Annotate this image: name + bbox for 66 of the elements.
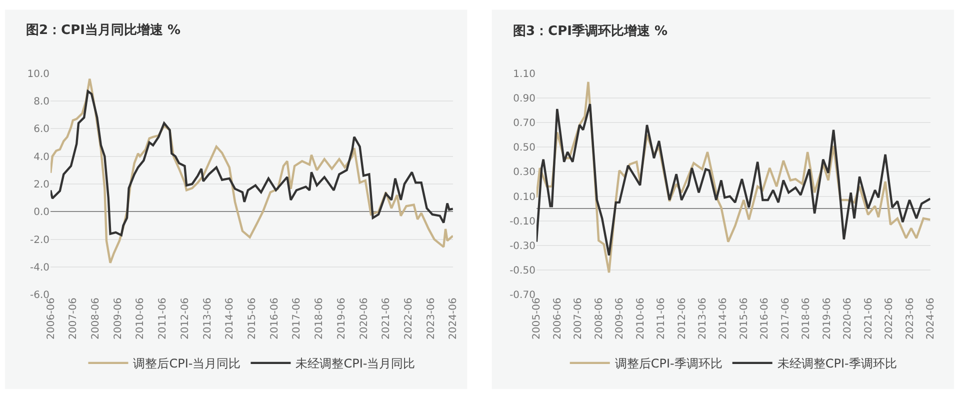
line-series xyxy=(536,80,930,274)
legend-label: 未经调整CPI-季调环比 xyxy=(777,356,897,371)
legend-label: 调整后CPI-季调环比 xyxy=(614,356,722,371)
x-tick-label: 2008-06 xyxy=(90,298,102,340)
x-tick-label: 2011-06 xyxy=(158,298,169,340)
x-tick-label: 2022-06 xyxy=(403,298,414,340)
x-tick-label: 2017-06 xyxy=(780,298,792,340)
x-tick-label: 2007-06 xyxy=(68,298,80,340)
x-tick-label: 2013-06 xyxy=(202,298,214,340)
x-tick-label: 2014-06 xyxy=(224,298,236,340)
line-series xyxy=(50,90,453,236)
y-tick-label: 0.10 xyxy=(513,192,536,203)
x-tick-label: 2021-06 xyxy=(381,298,392,340)
x-tick-label: 2021-06 xyxy=(863,298,874,340)
legend-label: 调整后CPI-当月同比 xyxy=(133,356,241,371)
y-tick-label: 0.70 xyxy=(513,118,536,129)
x-tick-label: 2019-06 xyxy=(822,298,833,340)
y-tick-label: 0.90 xyxy=(513,93,536,104)
x-tick-label: 2024-06 xyxy=(926,298,937,340)
line-series xyxy=(50,78,453,264)
y-tick-label: 0.30 xyxy=(513,167,536,178)
legend-label: 未经调整CPI-当月同比 xyxy=(296,356,416,371)
x-tick-label: 2009-06 xyxy=(112,298,124,340)
x-tick-label: 2018-06 xyxy=(314,298,326,340)
y-tick-label: 0.50 xyxy=(513,142,536,154)
x-tick-label: 2013-06 xyxy=(698,298,709,340)
x-tick-label: 2023-06 xyxy=(426,298,437,340)
y-tick-label: -2.0 xyxy=(30,234,50,246)
y-tick-label: -0.10 xyxy=(510,216,536,228)
x-tick-label: 2020-06 xyxy=(358,298,370,340)
x-tick-label: 2009-06 xyxy=(614,298,626,340)
y-tick-label: 8.0 xyxy=(34,96,50,108)
chart-title: 图2：CPI当月同比增速 % xyxy=(26,23,181,38)
x-tick-label: 2017-06 xyxy=(292,298,303,340)
x-tick-label: 2015-06 xyxy=(246,298,258,340)
x-tick-label: 2016-06 xyxy=(760,298,771,340)
x-tick-label: 2022-06 xyxy=(884,298,896,340)
y-tick-label: 1.10 xyxy=(513,68,536,80)
y-tick-label: 6.0 xyxy=(34,124,50,136)
y-tick-label: -0.30 xyxy=(510,240,536,252)
y-tick-label: 4.0 xyxy=(34,152,50,163)
chart-title: 图3：CPI季调环比增速 % xyxy=(513,23,668,39)
x-tick-label: 2010-06 xyxy=(135,298,146,340)
y-tick-label: -4.0 xyxy=(30,262,50,274)
x-tick-label: 2024-06 xyxy=(448,298,460,340)
x-tick-label: 2018-06 xyxy=(801,298,812,340)
y-tick-label: 2.0 xyxy=(34,179,50,190)
x-tick-label: 2011-06 xyxy=(656,298,668,340)
x-tick-label: 2012-06 xyxy=(676,298,688,340)
x-tick-label: 2016-06 xyxy=(269,298,280,340)
x-tick-label: 2005-06 xyxy=(532,298,543,340)
y-tick-label: -0.50 xyxy=(510,266,536,277)
x-tick-label: 2014-06 xyxy=(718,298,730,340)
x-tick-label: 2006-06 xyxy=(46,298,57,340)
y-tick-label: 0.0 xyxy=(34,207,50,218)
x-tick-label: 2015-06 xyxy=(738,298,750,340)
x-tick-label: 2019-06 xyxy=(336,298,348,340)
x-tick-label: 2020-06 xyxy=(842,298,854,340)
y-tick-label: 10.0 xyxy=(27,68,50,80)
x-tick-label: 2023-06 xyxy=(904,298,916,340)
x-tick-label: 2008-06 xyxy=(594,298,605,340)
x-tick-label: 2010-06 xyxy=(635,298,646,340)
x-tick-label: 2012-06 xyxy=(180,298,191,340)
x-tick-label: 2006-06 xyxy=(552,298,564,340)
line-series xyxy=(536,102,930,256)
x-tick-label: 2007-06 xyxy=(573,298,584,340)
